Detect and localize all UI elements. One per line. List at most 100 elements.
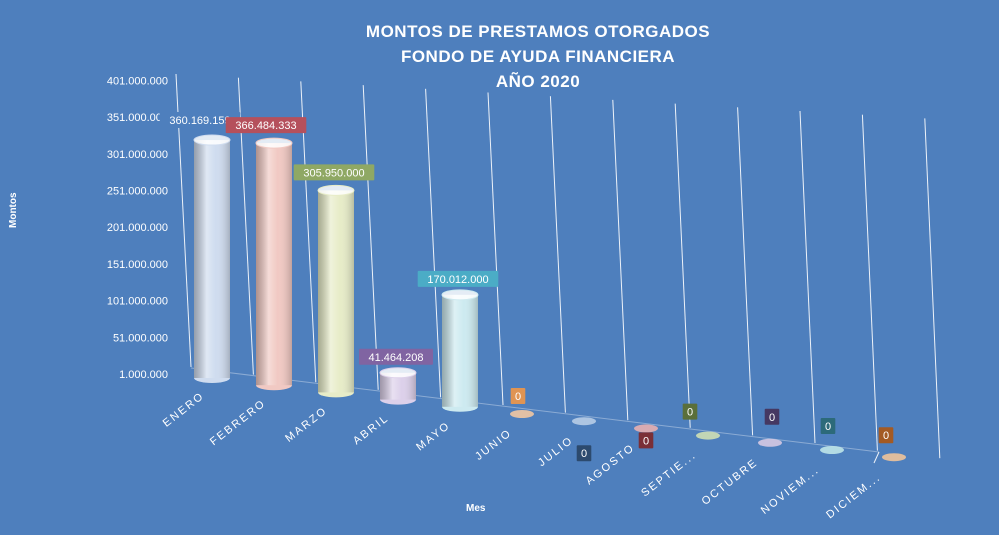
vertical-gridline — [674, 103, 691, 428]
vertical-gridline — [362, 85, 379, 390]
y-tick-label: 401.000.000 — [107, 75, 168, 87]
bar — [255, 137, 293, 391]
bar — [572, 417, 596, 426]
bar — [820, 446, 844, 454]
y-tick-label: 301.000.000 — [107, 149, 168, 161]
y-tick-label: 351.000.000 — [107, 112, 168, 124]
y-tick-label: 101.000.000 — [107, 296, 168, 308]
y-tick-label: 151.000.000 — [107, 259, 168, 271]
data-label-box — [764, 408, 780, 425]
floor-right-edge — [873, 451, 880, 464]
x-category-label: ENERO — [161, 390, 207, 430]
data-label-box — [225, 117, 307, 134]
data-label: 0 — [878, 427, 894, 444]
data-label-text: 0 — [825, 421, 831, 433]
bar-top — [193, 134, 231, 146]
data-label-box — [417, 270, 499, 287]
vertical-gridline — [612, 99, 629, 421]
bar-top — [441, 289, 479, 301]
bar-shading — [256, 143, 292, 386]
x-category-label: AGOSTO — [584, 442, 638, 488]
data-label-box — [359, 348, 433, 365]
data-label: 170.012.000 — [417, 270, 499, 287]
vertical-gridline — [549, 96, 566, 413]
bar — [758, 438, 782, 447]
data-label-text: 0 — [581, 448, 587, 460]
data-label-text: 305.950.000 — [303, 167, 364, 179]
bar — [193, 134, 231, 383]
data-label-text: 0 — [643, 435, 649, 447]
data-label: 0 — [638, 432, 654, 449]
y-tick-label: 201.000.000 — [107, 222, 168, 234]
data-label-text: 41.464.208 — [368, 352, 423, 364]
bar — [441, 289, 479, 412]
data-label: 360.169.159 — [159, 112, 241, 129]
vertical-gridline — [924, 118, 941, 459]
bar — [510, 410, 534, 418]
bar-disc — [572, 417, 596, 426]
bar-top — [317, 184, 355, 196]
bar-top — [255, 137, 293, 149]
x-category-label: FEBRERO — [208, 397, 268, 448]
data-label-text: 0 — [687, 407, 693, 419]
data-label: 0 — [682, 403, 698, 420]
bar-top — [379, 367, 417, 379]
bar-shading — [318, 190, 354, 393]
data-label-box — [293, 164, 375, 181]
vertical-gridline — [737, 107, 754, 436]
x-category-label: OCTUBRE — [700, 457, 761, 508]
data-label-text: 0 — [515, 391, 521, 403]
data-label-box — [682, 403, 698, 420]
data-label: 305.950.000 — [293, 164, 375, 181]
bar-disc — [882, 453, 906, 462]
x-category-label: ABRIL — [351, 412, 391, 447]
y-tick-label: 51.000.000 — [113, 332, 168, 344]
vertical-gridline — [425, 88, 442, 398]
floor-back-edge — [190, 367, 880, 453]
chart-title-line-2: FONDO DE AYUDA FINANCIERA — [400, 47, 676, 66]
data-label: 41.464.208 — [359, 348, 433, 365]
bar — [882, 453, 906, 462]
vertical-gridline — [861, 114, 878, 451]
data-label-text: 0 — [769, 412, 775, 424]
vertical-gridline — [487, 92, 504, 406]
data-label-text: 360.169.159 — [169, 115, 230, 127]
bar-shading — [442, 294, 478, 407]
bar-disc — [758, 438, 782, 447]
x-category-label: DICIEM... — [824, 471, 883, 521]
data-label-box — [576, 445, 592, 462]
data-label-text: 170.012.000 — [427, 274, 488, 286]
x-axis-title: Mes — [466, 503, 486, 514]
chart-title-line-3: AÑO 2020 — [495, 72, 581, 91]
y-tick-label: 1.000.000 — [119, 369, 168, 381]
chart-title-line-1: MONTOS DE PRESTAMOS OTORGADOS — [365, 22, 711, 41]
bar-shading — [194, 140, 230, 378]
x-category-label: MARZO — [283, 405, 330, 445]
x-category-label: NOVIEM... — [759, 464, 822, 517]
data-label-box — [820, 418, 836, 434]
bar-disc — [634, 424, 658, 433]
data-label-text: 0 — [883, 430, 889, 442]
data-label: 366.484.333 — [225, 117, 307, 134]
bar-disc — [510, 410, 534, 418]
bar — [379, 367, 417, 405]
bar — [317, 184, 355, 398]
x-category-label: SEPTIE... — [639, 449, 699, 499]
data-label: 0 — [576, 445, 592, 462]
x-category-label: JULIO — [536, 434, 576, 469]
bar — [634, 424, 658, 433]
data-label: 0 — [510, 388, 526, 404]
data-label: 0 — [820, 418, 836, 434]
data-label-box — [638, 432, 654, 449]
bar-disc — [820, 446, 844, 454]
data-label-text: 366.484.333 — [235, 120, 296, 132]
y-tick-label: 251.000.000 — [107, 186, 168, 198]
vertical-gridline — [799, 110, 816, 444]
data-label: 0 — [764, 408, 780, 425]
data-label-box — [510, 388, 526, 404]
data-label-box — [159, 112, 241, 129]
x-category-label: MAYO — [414, 420, 453, 454]
bar-disc — [696, 431, 720, 440]
data-label-box — [878, 427, 894, 444]
